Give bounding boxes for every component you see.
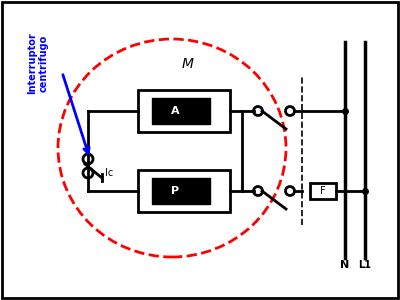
Text: N: N <box>340 260 350 270</box>
Text: Ic: Ic <box>105 168 113 178</box>
Bar <box>138 90 230 132</box>
Bar <box>310 183 336 199</box>
Text: L1: L1 <box>358 260 372 270</box>
Text: Interruptor
centrifugo: Interruptor centrifugo <box>27 32 49 94</box>
Bar <box>138 170 230 212</box>
Text: F: F <box>320 186 326 196</box>
Bar <box>152 98 210 124</box>
Text: M: M <box>182 57 194 71</box>
Bar <box>152 178 210 204</box>
Text: P: P <box>171 186 179 196</box>
Text: A: A <box>171 106 179 116</box>
